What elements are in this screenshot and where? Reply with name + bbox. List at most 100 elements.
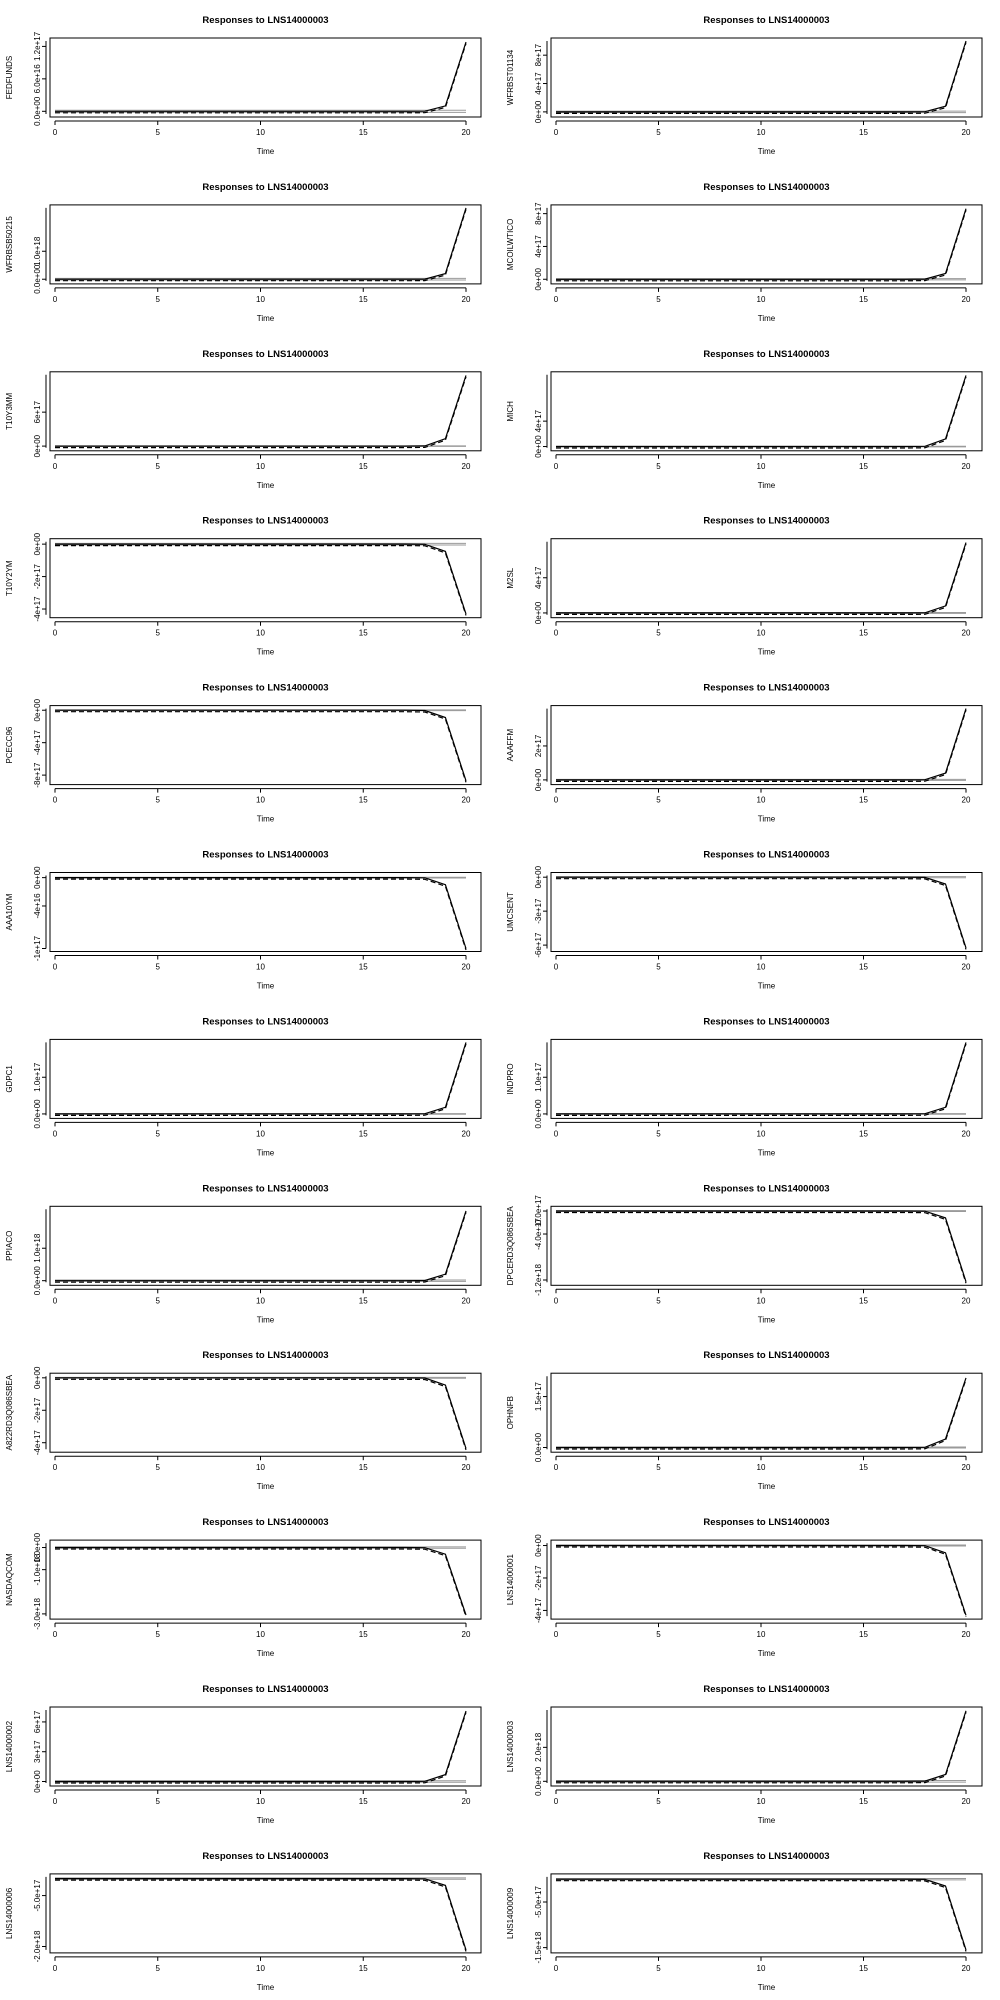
x-tick-label: 10 [256,1463,265,1472]
y-tick-label: 0e+00 [534,601,543,624]
x-tick-label: 5 [156,462,161,471]
y-tick-label: 0e+00 [33,866,42,889]
y-tick-label: 6e+17 [33,1710,42,1733]
irf-panel-lns14000001: Responses to LNS14000003 0 5 10 15 20 Time 0e+0… [506,1517,983,1658]
x-tick-label: 15 [859,295,868,304]
x-tick-label: 10 [256,796,265,805]
y-axis-label: T10Y3MM [5,393,14,430]
x-tick-label: 0 [554,796,559,805]
x-axis-label: Time [758,815,776,824]
x-axis-label: Time [257,1482,275,1491]
x-tick-label: 5 [656,128,661,137]
x-tick-label: 5 [156,295,161,304]
y-tick-label: 8e+17 [534,43,543,66]
x-tick-label: 5 [656,1964,661,1973]
x-axis-label: Time [257,481,275,490]
x-tick-label: 20 [462,295,471,304]
x-tick-label: 20 [962,796,971,805]
irf-panel-mcoilwtico: Responses to LNS14000003 0 5 10 15 20 Time 0e+0… [506,182,983,323]
y-tick-label: -5.0e+17 [33,1879,42,1911]
panel-title: Responses to LNS14000003 [202,1350,328,1361]
y-tick-label: -4e+17 [33,730,42,756]
x-axis-label: Time [257,1816,275,1825]
y-tick-label: 1.0e+18 [33,1233,42,1263]
x-tick-label: 10 [256,1797,265,1806]
x-axis-label: Time [257,1649,275,1658]
irf-panel-t10y3mm: Responses to LNS14000003 0 5 10 15 20 Time 0e+0… [5,349,482,490]
y-axis-label: LNS14000009 [506,1887,515,1939]
x-axis-label: Time [257,1148,275,1157]
y-axis-label: DPCERD3Q086SBEA [506,1206,515,1286]
irf-panel-lns14000009: Responses to LNS14000003 0 5 10 15 20 Time -5.0… [506,1851,983,1992]
x-tick-label: 0 [53,295,58,304]
panel-title: Responses to LNS14000003 [202,683,328,694]
panel-title: Responses to LNS14000003 [202,349,328,360]
y-tick-label: -4e+17 [33,596,42,622]
x-tick-label: 15 [359,796,368,805]
y-tick-label: 0e+00 [534,100,543,123]
y-axis-label: PCECC96 [5,726,14,763]
y-tick-label: 1.5e+17 [534,1381,543,1411]
x-axis-label: Time [257,648,275,657]
x-tick-label: 15 [359,1463,368,1472]
y-tick-label: -3.0e+18 [33,1597,42,1629]
irf-panel-umcsent: Responses to LNS14000003 0 5 10 15 20 Time 0e+0… [506,850,983,991]
x-tick-label: 10 [256,1630,265,1639]
response-line [55,1042,467,1115]
x-tick-label: 5 [656,295,661,304]
x-tick-label: 10 [757,1964,766,1973]
x-axis-label: Time [257,982,275,991]
y-axis-label: UMCSENT [506,892,515,932]
y-tick-label: 2e+17 [534,734,543,757]
panel-title: Responses to LNS14000003 [703,182,829,193]
x-tick-label: 20 [462,462,471,471]
x-tick-label: 0 [53,462,58,471]
y-axis-label: MICH [506,401,515,422]
y-tick-label: 2.0e+18 [534,1732,543,1762]
x-tick-label: 0 [554,629,559,638]
x-tick-label: 20 [962,1129,971,1138]
x-tick-label: 20 [962,128,971,137]
panel-title: Responses to LNS14000003 [703,1183,829,1194]
panel-title: Responses to LNS14000003 [703,15,829,26]
y-tick-label: 4e+17 [534,409,543,432]
x-tick-label: 0 [554,295,559,304]
y-tick-label: 0e+00 [534,435,543,458]
response-line-dashed [556,1546,967,1617]
y-tick-label: -4e+16 [33,893,42,919]
response-line-dashed [556,878,967,950]
x-tick-label: 15 [859,1129,868,1138]
x-tick-label: 5 [156,1296,161,1305]
response-line-dashed [556,210,967,282]
x-tick-label: 15 [859,462,868,471]
y-tick-label: -2e+17 [534,1565,543,1591]
response-line-dashed [55,376,467,449]
plot-frame [49,705,482,786]
y-axis-label: AAAFFM [506,729,515,762]
irf-panel-mich: Responses to LNS14000003 0 5 10 15 20 Time 0e+0… [506,349,983,490]
x-tick-label: 10 [757,963,766,972]
x-tick-label: 10 [256,462,265,471]
x-tick-label: 20 [462,128,471,137]
irf-panel-gdpc1: Responses to LNS14000003 0 5 10 15 20 Time 0.0e… [5,1016,482,1157]
x-tick-label: 0 [53,1296,58,1305]
panel-title: Responses to LNS14000003 [703,349,829,360]
y-tick-label: 1.0e+18 [33,236,42,266]
response-line-dashed [55,711,467,783]
x-tick-label: 10 [757,1797,766,1806]
y-axis-label: NASDAQCOM [5,1553,14,1606]
x-tick-label: 10 [256,1964,265,1973]
y-tick-label: 1.0e+17 [534,1062,543,1092]
response-line [55,375,467,447]
x-axis-label: Time [257,1315,275,1324]
y-tick-label: 0e+00 [534,768,543,791]
plot-frame [49,1372,482,1453]
irf-panel-aaa10ym: Responses to LNS14000003 0 5 10 15 20 Time 0e+0… [5,850,482,991]
x-axis-label: Time [758,147,776,156]
irf-panel-wfrbst01134: Responses to LNS14000003 0 5 10 15 20 Time 0e+0… [506,15,983,156]
x-tick-label: 15 [859,128,868,137]
response-line-dashed [55,1548,467,1617]
y-tick-label: 3e+17 [33,1740,42,1763]
x-tick-label: 5 [156,128,161,137]
